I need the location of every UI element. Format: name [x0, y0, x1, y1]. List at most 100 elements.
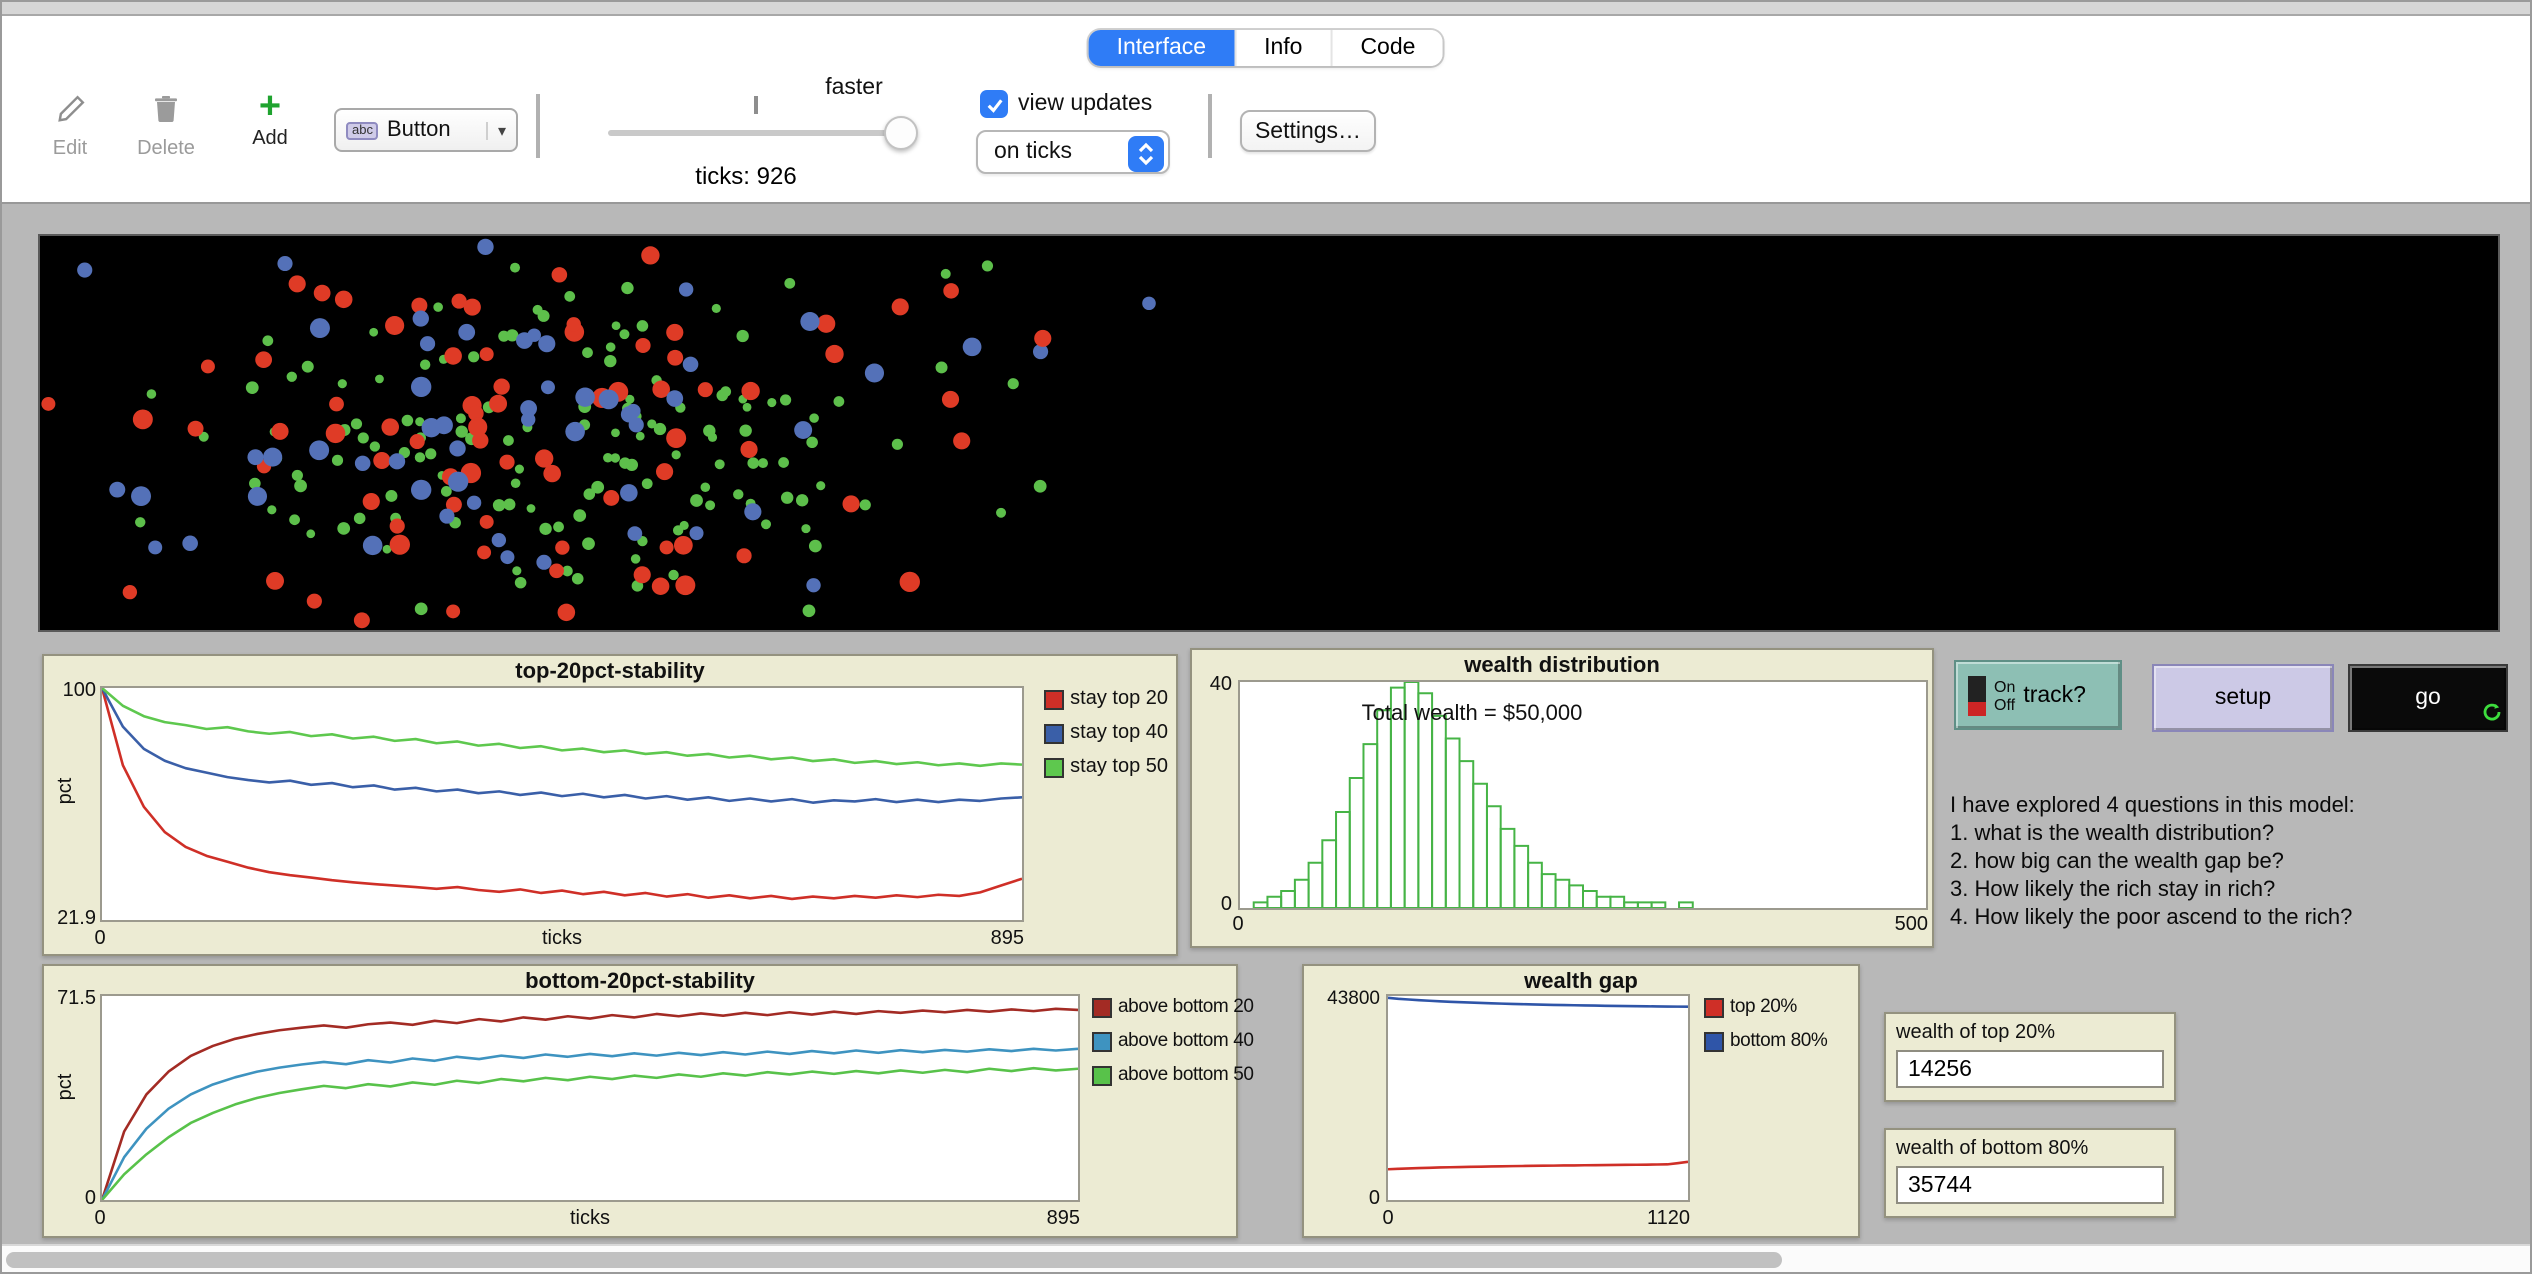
widget-type-value: Button: [386, 118, 451, 142]
tab-bar: Interface Info Code: [1088, 30, 1444, 66]
x-max-tick: 1120: [1646, 1208, 1690, 1230]
view-updates-checkbox[interactable]: [980, 90, 1008, 118]
pencil-icon: [55, 94, 85, 134]
monitor-wealth-bottom80: wealth of bottom 80% 35744: [1884, 1128, 2176, 1218]
legend-swatch: [1092, 1031, 1112, 1051]
note-line: 1. what is the wealth distribution?: [1950, 822, 2275, 846]
legend-item: stay top 20: [1044, 688, 1168, 710]
speed-slider-track[interactable]: [608, 130, 908, 136]
legend-swatch: [1044, 723, 1065, 743]
forever-arrows-icon: [2482, 702, 2502, 728]
y-min-tick: 0: [84, 1188, 96, 1210]
legend-item: top 20%: [1704, 996, 1827, 1018]
horizontal-scrollbar[interactable]: [2, 1244, 2530, 1272]
monitor-value: 35744: [1896, 1166, 2164, 1204]
x-min-tick: 0: [94, 928, 106, 950]
update-mode-dropdown[interactable]: on ticks: [976, 130, 1170, 174]
world-dots: [41, 238, 1156, 629]
plot-legend: above bottom 20 above bottom 40 above bo…: [1092, 996, 1254, 1086]
plot-title: wealth distribution: [1464, 654, 1660, 678]
plot-canvas: [1388, 996, 1688, 1200]
y-min-tick: 0: [1220, 894, 1232, 916]
plot-area: [100, 686, 1024, 922]
legend-swatch: [1044, 757, 1065, 777]
x-min-tick: 0: [1382, 1208, 1394, 1230]
y-max-tick: 40: [1209, 674, 1232, 696]
trash-icon: [152, 94, 180, 134]
y-min-tick: 0: [1368, 1188, 1380, 1210]
plot-legend: stay top 20 stay top 40 stay top 50: [1044, 688, 1168, 778]
plot-canvas: [1240, 682, 1926, 908]
add-label: Add: [252, 128, 288, 150]
y-axis-label: pct: [55, 777, 77, 805]
y-min-tick: 21.9: [57, 908, 96, 930]
legend-item: above bottom 50: [1092, 1064, 1254, 1086]
plot-bottom-20pct-stability: bottom-20pct-stability 71.5 0 pct 0 tick…: [42, 964, 1254, 1238]
speed-slider-thumb[interactable]: [884, 116, 918, 150]
speed-slider-center-tick: [754, 96, 758, 114]
toolbar-separator: [536, 94, 540, 158]
legend-item: above bottom 40: [1092, 1030, 1254, 1052]
plus-icon: +: [258, 86, 282, 128]
plot-canvas: [102, 996, 1078, 1200]
monitor-wealth-top20: wealth of top 20% 14256: [1884, 1012, 2176, 1102]
y-max-tick: 100: [62, 680, 96, 702]
delete-label: Delete: [137, 138, 195, 160]
monitor-label: wealth of bottom 80%: [1896, 1138, 2089, 1160]
plot-wealth-distribution: wealth distribution 40 0 Total wealth = …: [1190, 648, 1934, 948]
note-line: 2. how big can the wealth gap be?: [1950, 850, 2284, 874]
settings-button[interactable]: Settings…: [1240, 110, 1376, 152]
edit-label: Edit: [52, 138, 88, 160]
tab-code[interactable]: Code: [1330, 30, 1444, 66]
delete-button[interactable]: Delete: [118, 94, 214, 160]
edit-button[interactable]: Edit: [30, 94, 110, 160]
y-max-tick: 43800: [1327, 988, 1380, 1010]
add-button[interactable]: + Add: [230, 86, 310, 150]
widget-type-dropdown[interactable]: abc Button ▾: [334, 108, 518, 152]
tab-info[interactable]: Info: [1234, 30, 1331, 66]
view-updates-label[interactable]: view updates: [1018, 92, 1153, 116]
y-max-tick: 71.5: [57, 988, 96, 1010]
scrollbar-thumb[interactable]: [6, 1252, 1782, 1268]
plot-title: top-20pct-stability: [515, 660, 705, 684]
x-max-tick: 895: [1046, 1208, 1080, 1230]
legend-item: bottom 80%: [1704, 1030, 1828, 1052]
legend-swatch: [1704, 1031, 1724, 1051]
plot-legend: top 20% bottom 80%: [1704, 996, 1828, 1052]
legend-swatch: [1092, 997, 1112, 1017]
tab-interface[interactable]: Interface: [1088, 30, 1235, 66]
legend-item: above bottom 20: [1092, 996, 1254, 1018]
plot-area: [1386, 994, 1690, 1202]
track-switch-label: track?: [2023, 683, 2086, 707]
monitor-value: 14256: [1896, 1050, 2164, 1088]
y-axis-label: pct: [55, 1073, 77, 1101]
legend-item: stay top 50: [1044, 756, 1168, 778]
toolbar: Interface Info Code Edit Delete + Add ab…: [2, 16, 2530, 204]
x-axis-label: ticks: [542, 928, 582, 950]
x-max-tick: 895: [990, 928, 1024, 950]
legend-swatch: [1092, 1065, 1112, 1085]
plot-title: wealth gap: [1524, 970, 1638, 994]
plot-top-20pct-stability: top-20pct-stability 100 21.9 pct 0 ticks…: [42, 654, 1178, 956]
setup-button[interactable]: setup: [2152, 664, 2334, 732]
plot-area: [100, 994, 1080, 1202]
plot-area: [1238, 680, 1928, 910]
note-line: 3. How likely the rich stay in rich?: [1950, 878, 2276, 902]
toggle-icon[interactable]: [1968, 675, 1986, 715]
up-down-chevrons-icon: [1128, 136, 1164, 172]
update-mode-value: on ticks: [994, 140, 1072, 164]
plot-canvas: [102, 688, 1022, 920]
x-max-tick: 500: [1894, 914, 1928, 936]
legend-swatch: [1704, 997, 1724, 1017]
speed-faster-label: faster: [825, 76, 883, 100]
go-button[interactable]: go: [2348, 664, 2508, 732]
x-min-tick: 0: [1232, 914, 1244, 936]
x-axis-label: ticks: [570, 1208, 610, 1230]
checkmark-icon: [986, 98, 1002, 112]
button-widget-icon: abc: [346, 121, 379, 139]
chevron-down-icon: ▾: [485, 121, 506, 139]
note-line: I have explored 4 questions in this mode…: [1950, 794, 2355, 818]
track-switch[interactable]: On Off track?: [1954, 660, 2122, 730]
plot-title: bottom-20pct-stability: [525, 970, 755, 994]
